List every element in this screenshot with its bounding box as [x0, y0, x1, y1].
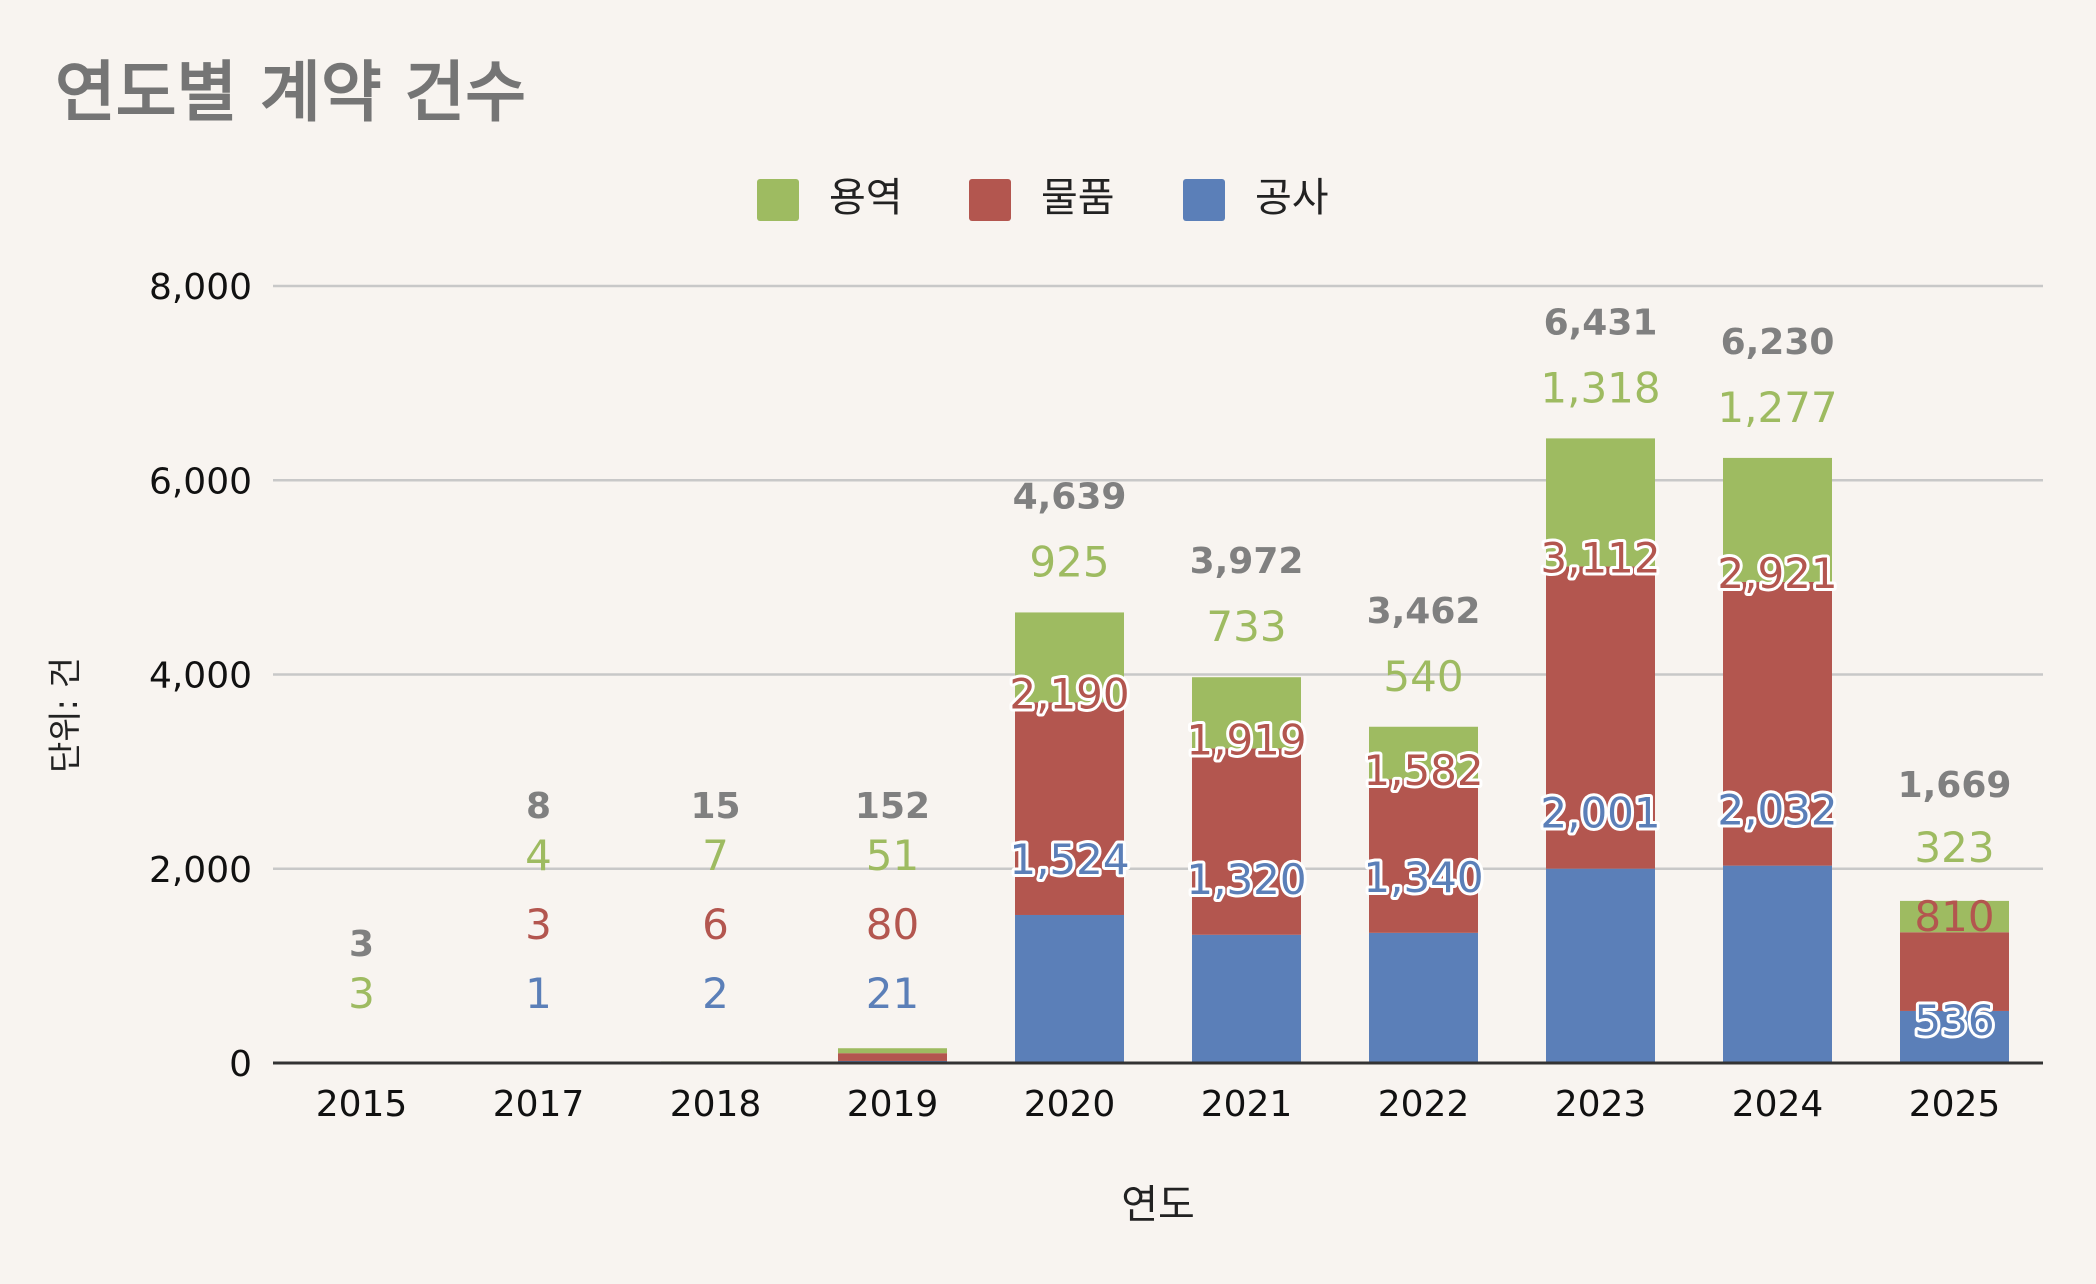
legend-swatch	[969, 179, 1011, 221]
data-label-용역: 7	[702, 831, 729, 880]
x-tick-label: 2024	[1732, 1084, 1824, 1125]
bar-segment	[1723, 581, 1832, 866]
data-label-물품: 1,919	[1186, 715, 1306, 764]
bar-segment	[1546, 438, 1655, 567]
x-axis-title: 연도	[1121, 1182, 1195, 1228]
x-tick-label: 2017	[493, 1084, 585, 1125]
y-tick-label: 4,000	[149, 656, 252, 697]
bar-segment	[1369, 932, 1478, 1063]
data-label-물품: 6	[702, 900, 729, 949]
legend-label: 공사	[1255, 175, 1329, 221]
x-tick-label: 2022	[1378, 1084, 1470, 1125]
total-label: 6,431	[1544, 302, 1658, 343]
data-label-용역: 540	[1383, 652, 1463, 701]
data-label-공사: 1	[525, 969, 552, 1018]
bar-segment	[1015, 612, 1124, 703]
total-label: 3,972	[1190, 541, 1304, 582]
data-label-용역: 3	[348, 969, 375, 1018]
y-tick-label: 0	[229, 1044, 252, 1085]
y-tick-label: 8,000	[149, 267, 252, 308]
y-axis: 0 2,000 4,000 6,000 8,000	[149, 267, 252, 1085]
data-label-공사: 1,524	[1009, 835, 1129, 884]
data-label-공사: 21	[866, 969, 919, 1018]
data-label-물품: 80	[866, 900, 919, 949]
data-label-용역: 4	[525, 831, 552, 880]
legend-label: 물품	[1041, 175, 1115, 221]
legend-label: 용역	[829, 175, 903, 221]
bar-segment	[1546, 566, 1655, 869]
chart-title: 연도별 계약 건수	[55, 54, 526, 131]
data-label-용역: 323	[1914, 823, 1994, 872]
data-label-공사: 2,032	[1717, 786, 1837, 835]
data-label-공사: 2,001	[1540, 789, 1660, 838]
bar-segment	[1723, 457, 1832, 582]
data-label-공사: 536	[1914, 996, 1994, 1045]
bar-segment	[1546, 868, 1655, 1063]
bar-segment	[1723, 865, 1832, 1063]
total-label: 1,669	[1898, 765, 2012, 806]
x-tick-label: 2018	[670, 1084, 762, 1125]
data-label-물품: 1,582	[1363, 746, 1483, 795]
y-tick-label: 2,000	[149, 850, 252, 891]
y-axis-title: 단위: 건	[46, 657, 86, 773]
data-label-물품: 810	[1914, 892, 1994, 941]
data-label-용역: 1,277	[1717, 383, 1837, 432]
bar-segment	[1015, 914, 1124, 1063]
x-tick-label: 2020	[1024, 1084, 1116, 1125]
bar-segment	[1192, 677, 1301, 749]
total-label: 3	[349, 924, 374, 965]
data-label-물품: 3	[525, 900, 552, 949]
bar-segment	[1015, 702, 1124, 915]
bars	[307, 438, 2009, 1063]
x-tick-label: 2019	[847, 1084, 939, 1125]
bar-segment	[1900, 932, 2009, 1011]
x-tick-label: 2015	[316, 1084, 408, 1125]
y-tick-label: 6,000	[149, 461, 252, 502]
data-label-물품: 2,921	[1717, 549, 1837, 598]
legend-swatch	[1183, 179, 1225, 221]
bar-segment	[1192, 748, 1301, 935]
x-axis: 2015 2017 2018 2019 2020 2021 2022 2023 2024 2025	[273, 1061, 2043, 1125]
data-label-용역: 925	[1029, 537, 1109, 586]
data-label-용역: 1,318	[1540, 363, 1660, 412]
total-label: 6,230	[1721, 322, 1835, 363]
data-label-물품: 3,112	[1540, 533, 1660, 582]
data-labels: 331348267152180511521,5242,1909254,6391,…	[348, 302, 2012, 1048]
legend: 용역 물품 공사	[757, 175, 1329, 221]
data-label-물품: 2,190	[1009, 669, 1129, 718]
legend-swatch	[757, 179, 799, 221]
x-tick-label: 2023	[1555, 1084, 1647, 1125]
data-label-공사: 1,340	[1363, 853, 1483, 902]
bar-segment	[1192, 934, 1301, 1063]
bar-segment	[1900, 900, 2009, 933]
total-label: 3,462	[1367, 591, 1481, 632]
x-tick-label: 2021	[1201, 1084, 1293, 1125]
bar-segment	[1900, 1010, 2009, 1063]
x-tick-label: 2025	[1909, 1084, 2001, 1125]
data-label-공사: 1,320	[1186, 855, 1306, 904]
bar-segment	[838, 1048, 947, 1054]
total-label: 4,639	[1013, 476, 1127, 517]
total-label: 15	[690, 786, 740, 827]
bar-segment	[1369, 779, 1478, 933]
total-label: 152	[855, 786, 930, 827]
bar-segment	[1369, 726, 1478, 780]
data-label-용역: 51	[866, 831, 919, 880]
total-label: 8	[526, 786, 551, 827]
bar-segment	[838, 1053, 947, 1061]
data-label-용역: 733	[1206, 602, 1286, 651]
data-label-공사: 2	[702, 969, 729, 1018]
